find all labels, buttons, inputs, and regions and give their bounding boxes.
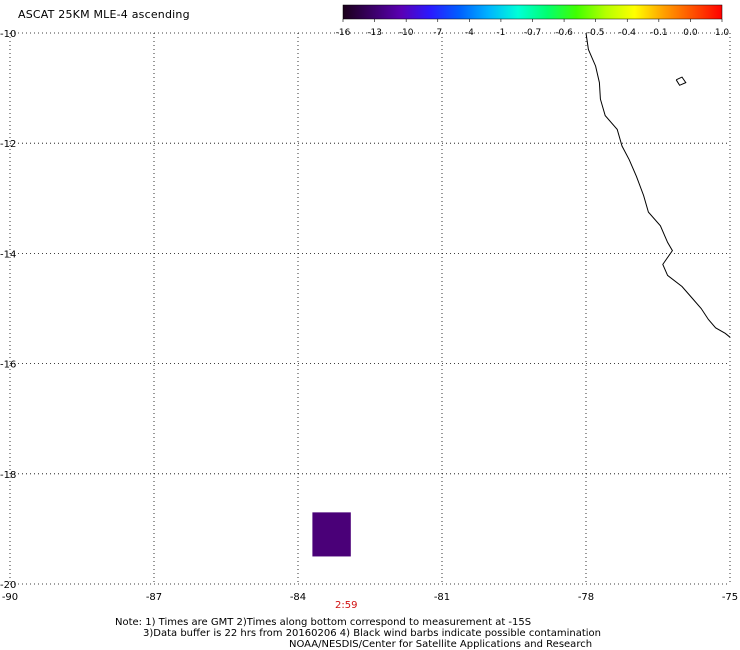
colorbar-tick-label: -0.4	[618, 28, 636, 38]
latitude-label: -12	[0, 139, 16, 150]
latitude-label: -18	[0, 470, 16, 481]
data-swath-patch	[312, 512, 351, 557]
colorbar-tick-label: -16	[336, 28, 351, 38]
longitude-label: -78	[578, 592, 594, 603]
map-layer	[312, 32, 731, 557]
colorbar-tick-label: -7	[433, 28, 442, 38]
note-line-3: NOAA/NESDIS/Center for Satellite Applica…	[289, 639, 593, 650]
note-line-1: Note: 1) Times are GMT 2)Times along bot…	[115, 617, 532, 628]
lake-outline	[675, 76, 687, 86]
map-frame	[10, 33, 730, 584]
longitude-label: -75	[722, 592, 738, 603]
longitude-label: -84	[290, 592, 306, 603]
colorbar-tick-label: -0.5	[587, 28, 605, 38]
map-title: ASCAT 25KM MLE-4 ascending	[18, 8, 190, 21]
latitude-label: -14	[0, 249, 16, 260]
map-grid: -90 -87 -84 -81 -78 -75 -10 -12 -14 -16 -18 -20	[0, 29, 738, 603]
longitude-label: -81	[434, 592, 450, 603]
coastline	[585, 32, 731, 338]
overpass-time-label: 2:59	[335, 600, 358, 611]
colorbar-tick-label: -4	[465, 28, 474, 38]
colorbar-gradient	[342, 4, 723, 20]
longitude-label: -90	[2, 592, 18, 603]
colorbar-tick-label: -0.6	[555, 28, 573, 38]
colorbar-tick-label: -1	[496, 28, 505, 38]
latitude-label: -20	[0, 580, 16, 591]
longitude-label: -87	[146, 592, 162, 603]
note-line-2: 3)Data buffer is 22 hrs from 20160206 4)…	[143, 628, 601, 639]
latitude-label: -16	[0, 360, 16, 371]
colorbar-tick-label: -0.7	[524, 28, 542, 38]
latitude-label: -10	[0, 29, 16, 40]
